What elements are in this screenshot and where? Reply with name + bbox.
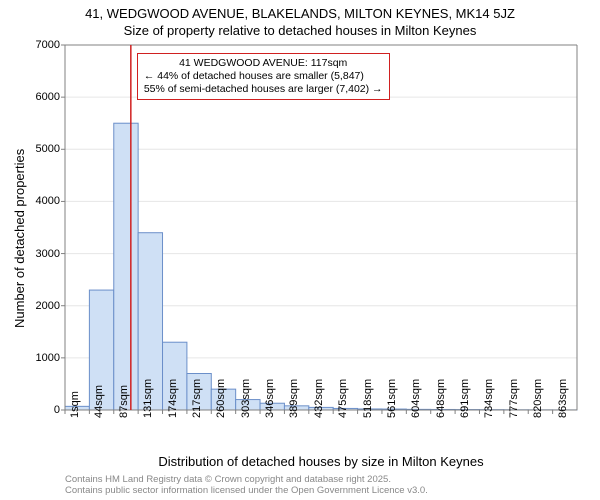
title-line-2: Size of property relative to detached ho… <box>0 23 600 38</box>
y-tick: 3000 <box>36 248 60 260</box>
y-axis-label: Number of detached properties <box>12 148 27 327</box>
y-tick: 6000 <box>36 91 60 103</box>
y-tick: 5000 <box>36 143 60 155</box>
annotation-header: 41 WEDGWOOD AVENUE: 117sqm <box>144 57 383 70</box>
chart-container: 41, WEDGWOOD AVENUE, BLAKELANDS, MILTON … <box>0 0 600 500</box>
x-axis-label: Distribution of detached houses by size … <box>65 454 577 469</box>
annotation-line-2: 55% of semi-detached houses are larger (… <box>144 83 383 96</box>
footer-attribution: Contains HM Land Registry data © Crown c… <box>65 474 428 497</box>
footer-line-2: Contains public sector information licen… <box>65 485 428 496</box>
y-tick: 7000 <box>36 39 60 51</box>
footer-line-1: Contains HM Land Registry data © Crown c… <box>65 474 428 485</box>
y-tick: 2000 <box>36 300 60 312</box>
title-line-1: 41, WEDGWOOD AVENUE, BLAKELANDS, MILTON … <box>0 6 600 21</box>
annotation-box: 41 WEDGWOOD AVENUE: 117sqm ← 44% of deta… <box>137 53 390 100</box>
annotation-line-1: ← 44% of detached houses are smaller (5,… <box>144 70 383 83</box>
y-tick: 1000 <box>36 352 60 364</box>
y-tick: 0 <box>54 404 60 416</box>
y-tick: 4000 <box>36 195 60 207</box>
